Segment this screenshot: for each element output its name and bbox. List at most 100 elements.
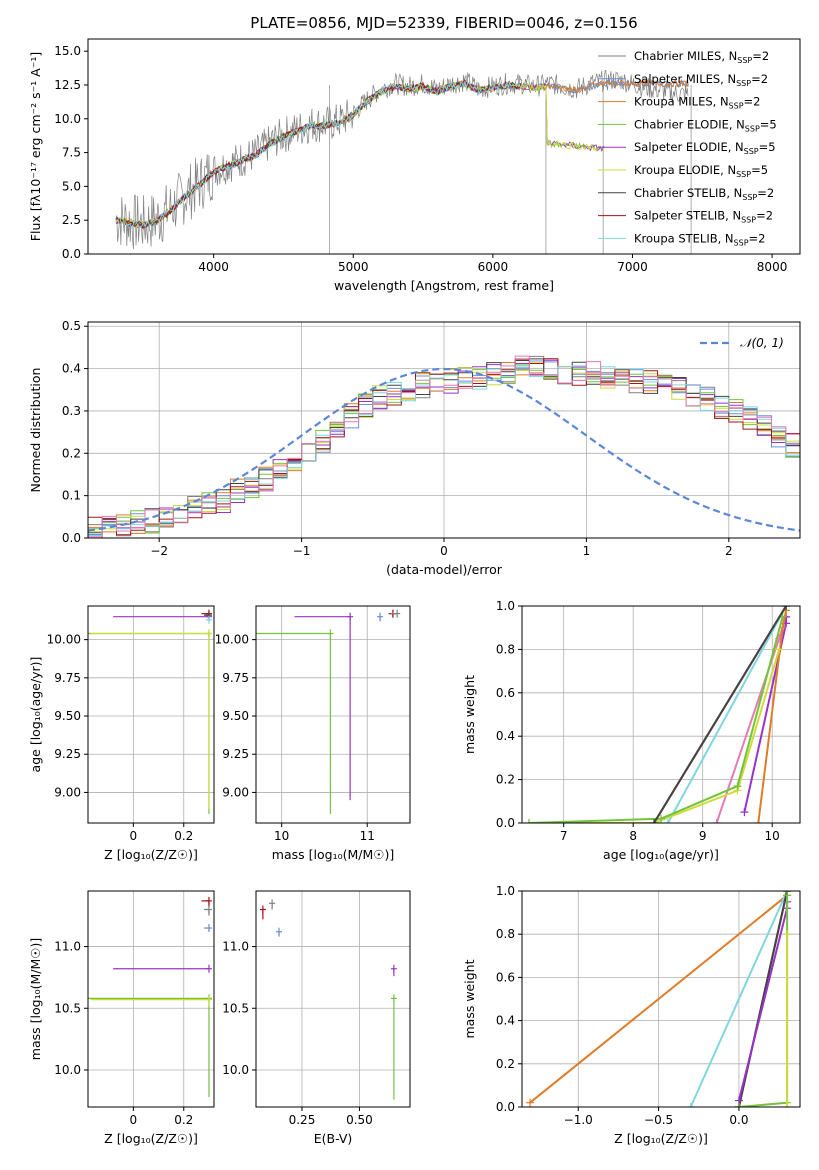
weight-line-2 — [715, 616, 788, 823]
x-tick-label: 5000 — [338, 260, 369, 274]
x-tick-label: 10 — [274, 829, 289, 843]
legend-sub: SSP — [742, 193, 757, 202]
y-axis-label: Normed distribution — [28, 368, 43, 493]
panel-mass_vs_EBV: 0.25 0.50 10.0 10.5 11.0 E(B-V) — [222, 890, 411, 1146]
axes-frame — [255, 890, 411, 1108]
panel-spectrum: 4000 5000 6000 7000 8000 0.0 2.5 5.0 7.5 10.0 12.5… — [28, 14, 801, 293]
legend-entry: Kroupa ELODIE, NSSP=5 — [634, 163, 768, 179]
weight-marker — [686, 1103, 695, 1107]
y-tick-label: 7.5 — [62, 146, 81, 160]
panel-age_vs_Z: 0 0.2 9.00 9.25 9.50 9.75 10.00 Z [log₁₀(Z/Z☉)]… — [28, 605, 215, 862]
legend-sub: SSP — [741, 216, 756, 225]
x-axis-label: mass [log₁₀(M/M☉)] — [272, 847, 394, 862]
y-axis-label: mass [log₁₀(M/M☉)] — [28, 938, 43, 1060]
y-tick-label: 0.1 — [62, 489, 81, 503]
x-axis-label: E(B-V) — [314, 1131, 353, 1146]
x-axis-label: Z [log₁₀(Z/Z☉)] — [104, 847, 198, 862]
axes-frame — [87, 890, 215, 1108]
y-tick-label: 0.2 — [496, 1057, 515, 1071]
y-tick-label: 10.00 — [47, 633, 81, 647]
x-tick-label: −1 — [293, 544, 311, 558]
legend-entry: Kroupa STELIB, NSSP=2 — [634, 231, 765, 247]
legend-suffix: =2 — [749, 231, 766, 245]
legend-suffix: =5 — [751, 163, 768, 177]
x-tick-label: 8 — [629, 829, 637, 843]
y-tick-label: 9.75 — [222, 671, 249, 685]
y-tick-label: 0.6 — [496, 970, 515, 984]
weight-marker — [783, 891, 792, 900]
histogram-0 — [88, 355, 800, 537]
y-tick-label: 0.0 — [496, 1100, 515, 1114]
weight-line-7 — [653, 606, 787, 823]
x-tick-label: 9 — [699, 829, 707, 843]
spectrum-data-line — [115, 69, 689, 250]
x-tick-label: −1.0 — [564, 1113, 593, 1127]
x-tick-label: 0.2 — [174, 829, 193, 843]
legend-sub: SSP — [729, 102, 744, 111]
x-tick-label: 7 — [560, 829, 568, 843]
weight-marker — [734, 1103, 743, 1107]
legend-name: Kroupa STELIB, N — [634, 231, 734, 245]
y-tick-label: 10.0 — [222, 1063, 249, 1077]
x-axis-label: Z [log₁₀(Z/Z☉)] — [104, 1131, 198, 1146]
y-tick-label: 10.0 — [54, 112, 81, 126]
y-tick-label: 0.4 — [496, 1014, 515, 1028]
weight-marker — [740, 808, 749, 817]
y-tick-label: 11.0 — [222, 940, 249, 954]
legend-entry: Salpeter MILES, NSSP=2 — [634, 72, 768, 88]
legend-sub: SSP — [736, 170, 751, 179]
model-line-2 — [115, 78, 689, 229]
y-tick-label: 10.5 — [222, 1001, 249, 1015]
weight-marker — [712, 819, 721, 823]
weight-marker — [782, 606, 791, 610]
y-tick-label: 10.00 — [215, 633, 249, 647]
y-axis-label: mass weight — [462, 675, 477, 754]
x-tick-label: −0.5 — [644, 1113, 673, 1127]
legend-suffix: =5 — [759, 140, 776, 154]
y-tick-label: 0.8 — [496, 927, 515, 941]
y-tick-label: 9.25 — [54, 747, 81, 761]
y-tick-label: 0.8 — [496, 642, 515, 656]
y-tick-label: 15.0 — [54, 44, 81, 58]
weight-marker — [783, 930, 792, 939]
normal-curve — [88, 367, 800, 532]
y-tick-label: 10.0 — [54, 1063, 81, 1077]
y-tick-label: 0.0 — [62, 247, 81, 261]
y-tick-label: 9.25 — [222, 747, 249, 761]
y-tick-label: 0.4 — [62, 362, 81, 376]
legend-suffix: =2 — [744, 95, 761, 109]
legend-entry: Chabrier MILES, NSSP=2 — [634, 49, 769, 65]
legend-sub: SSP — [736, 79, 751, 88]
legend-entry: Salpeter STELIB, NSSP=2 — [634, 209, 773, 225]
weight-marker — [657, 814, 665, 823]
panel-residuals: −2 −1 0 1 2 0.0 0.1 0.2 0.3 0.4 0.5 (data-model)/er… — [28, 319, 801, 577]
y-tick-label: 11.0 — [54, 940, 81, 954]
weight-marker — [524, 819, 533, 823]
panel-mass_vs_Z: 0 0.2 10.0 10.5 11.0 Z [log₁₀(Z/Z☉)] mass [log… — [28, 890, 215, 1146]
x-tick-label: 0.0 — [729, 1113, 748, 1127]
x-tick-label: 6000 — [478, 260, 509, 274]
y-tick-label: 1.0 — [496, 884, 515, 898]
y-tick-label: 0.0 — [62, 531, 81, 545]
x-tick-label: 0.25 — [289, 1113, 316, 1127]
weight-marker — [663, 819, 672, 823]
y-tick-label: 5.0 — [62, 179, 81, 193]
x-axis-label: age [log₁₀(age/yr)] — [603, 847, 719, 862]
legend-entry: Kroupa MILES, NSSP=2 — [634, 95, 760, 111]
axes-frame — [87, 605, 215, 824]
x-tick-label: 0 — [130, 829, 138, 843]
legend-name: Chabrier ELODIE, N — [634, 117, 745, 131]
legend-suffix: =5 — [760, 117, 777, 131]
legend-entry: Chabrier ELODIE, NSSP=5 — [634, 117, 777, 133]
model-line-0 — [115, 79, 689, 228]
weight-line-5 — [528, 649, 781, 823]
plot-area — [256, 891, 410, 1107]
axes-frame — [87, 38, 801, 255]
y-axis-label: age [log₁₀(age/yr)] — [28, 657, 43, 773]
panel-weight_vs_Z: −1.0 −0.5 0.0 0.0 0.2 0.4 0.6 0.8 1.0 Z [log₁₀(Z/… — [462, 884, 801, 1146]
weight-line-6 — [528, 616, 784, 823]
weight-marker — [526, 1098, 535, 1107]
weight-line-1 — [689, 891, 789, 1107]
legend-name: Salpeter STELIB, N — [634, 209, 741, 223]
